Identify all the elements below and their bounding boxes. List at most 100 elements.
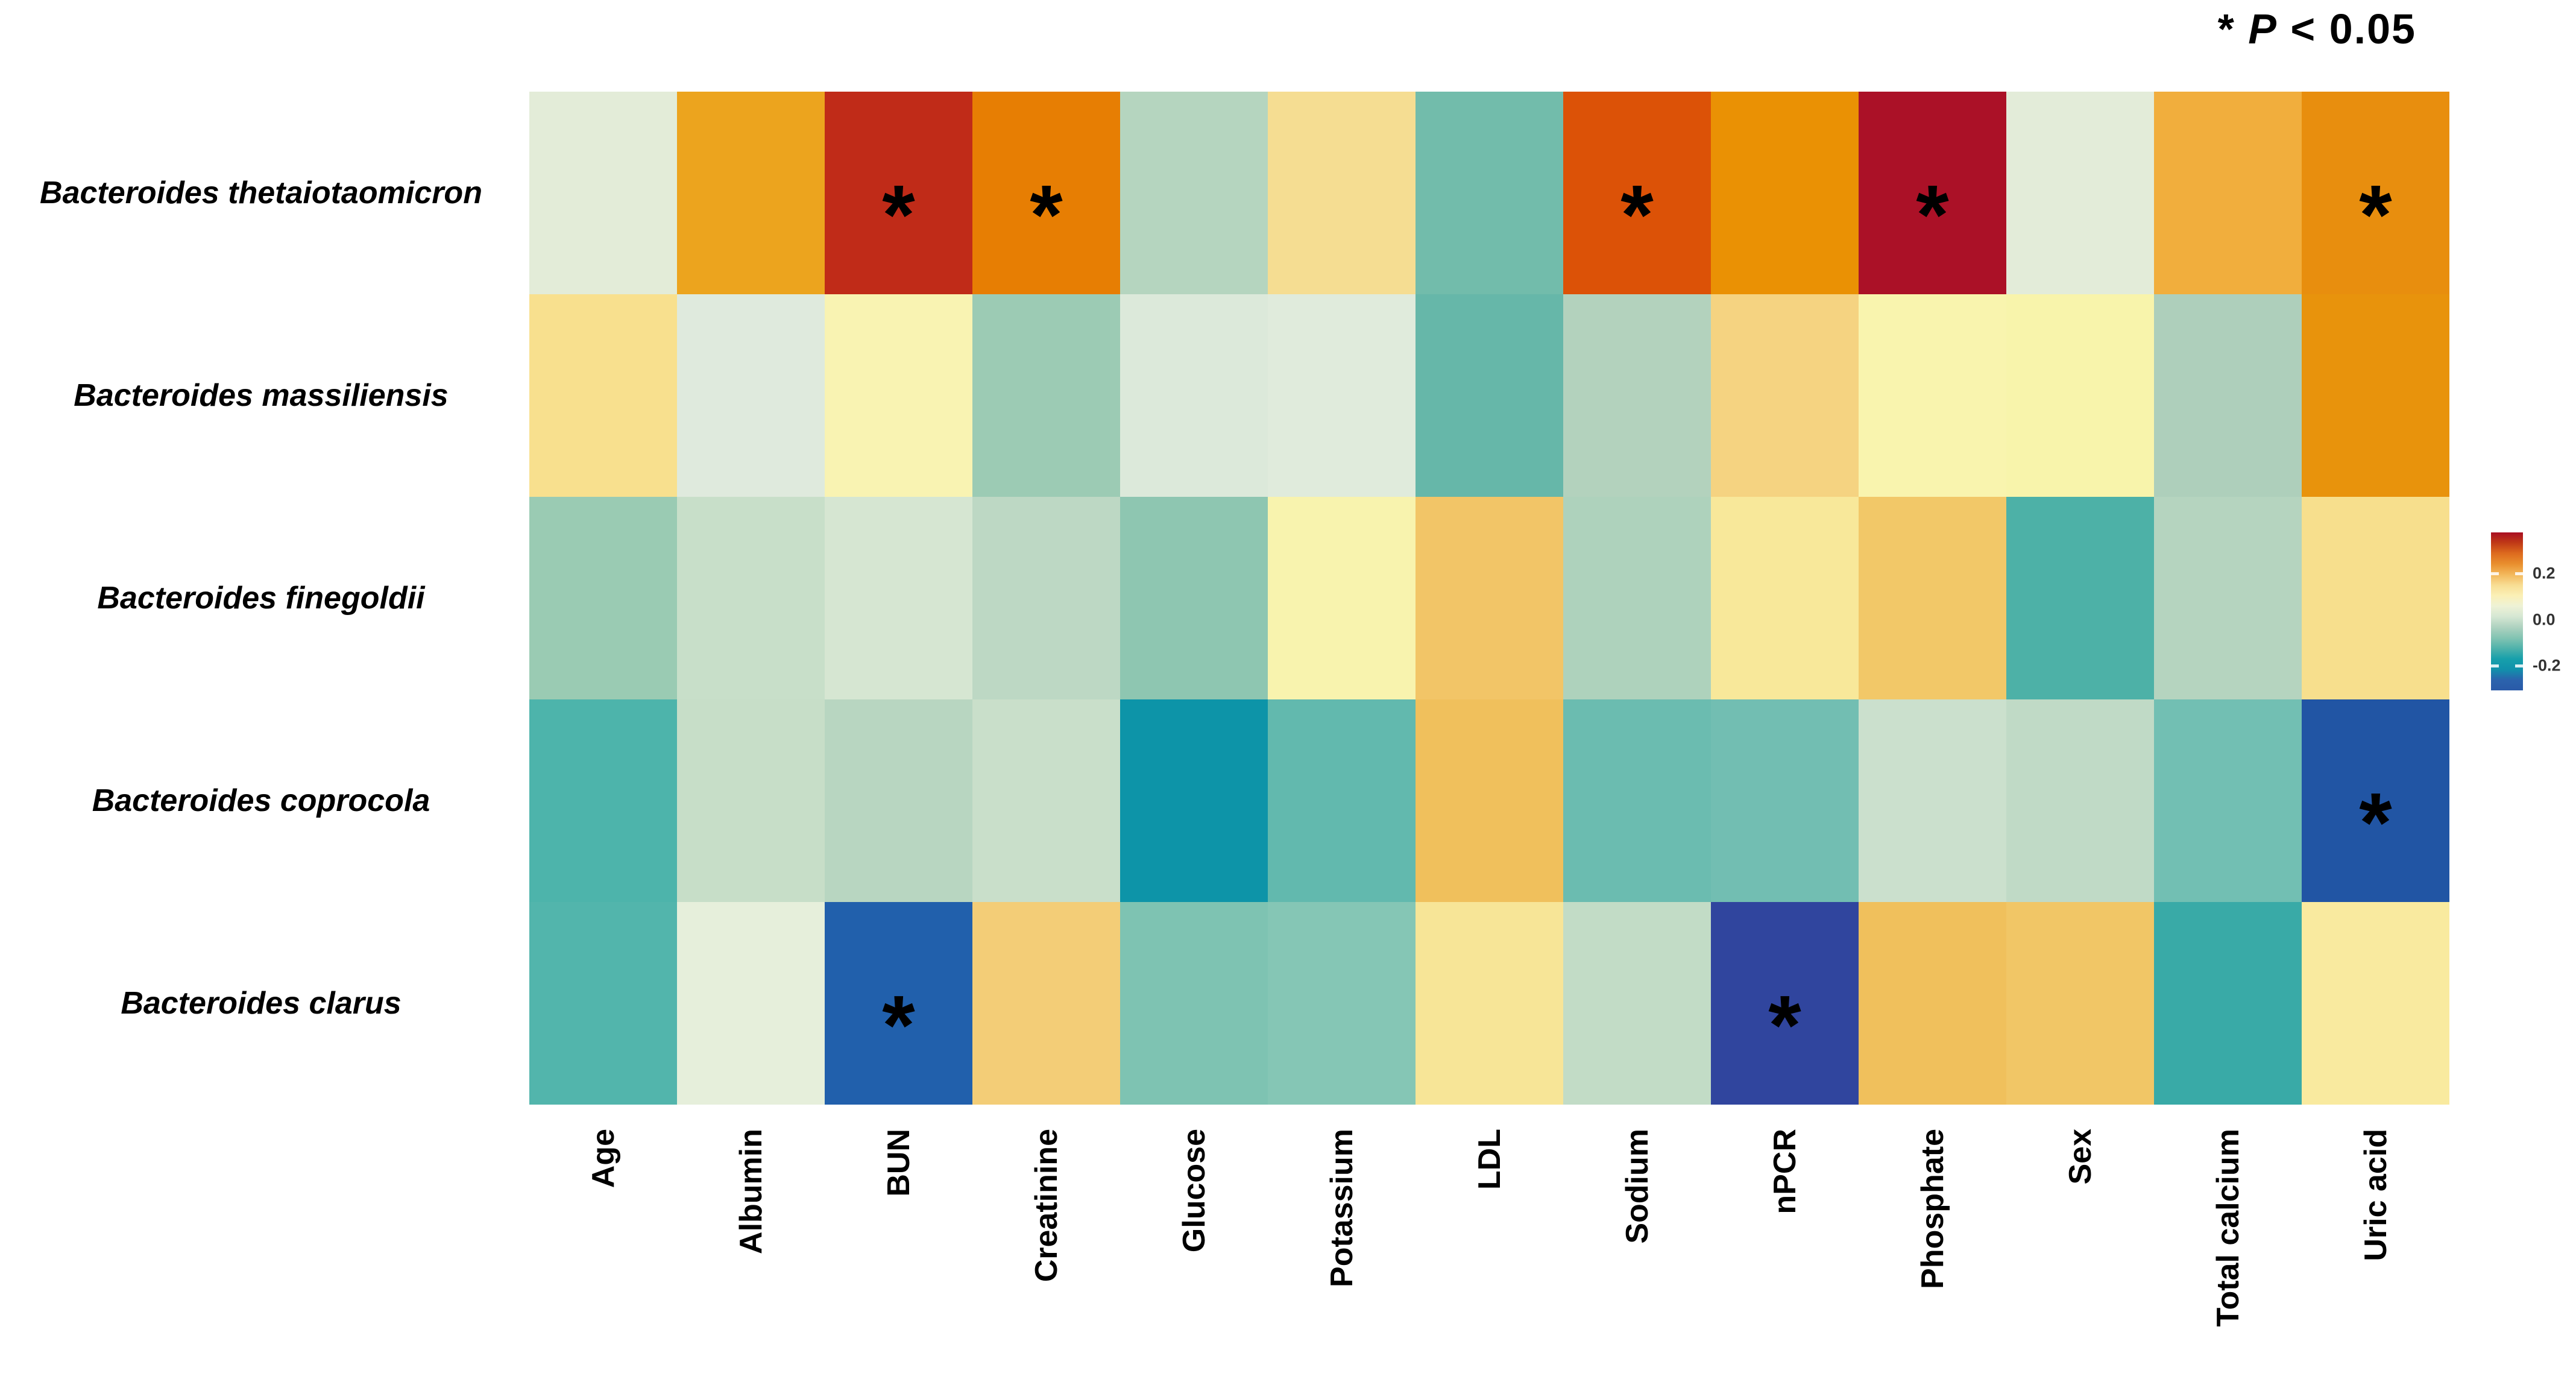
heatmap-cell — [1563, 294, 1711, 497]
heatmap-cell — [1120, 902, 1268, 1105]
heatmap-cell — [2154, 699, 2302, 902]
column-label: Total calcium — [2210, 1129, 2246, 1327]
heatmap-cell — [1120, 699, 1268, 902]
heatmap-cell — [2154, 902, 2302, 1105]
row-label: Bacteroides coprocola — [92, 783, 430, 818]
row-labels: Bacteroides thetaiotaomicron Bacteroides … — [0, 92, 522, 1105]
column-label-slot: Age — [529, 1129, 677, 1388]
significance-note: * P < 0.05 — [2218, 5, 2416, 53]
heatmap-cell: * — [825, 902, 972, 1105]
column-label-slot: nPCR — [1711, 1129, 1859, 1388]
heatmap-cell — [1268, 92, 1416, 294]
significance-asterisk: * — [2359, 775, 2392, 870]
heatmap-cell: * — [972, 92, 1120, 294]
column-label-slot: BUN — [825, 1129, 972, 1388]
heatmap-cell — [1416, 92, 1563, 294]
column-label: Glucose — [1176, 1129, 1212, 1253]
row-label: Bacteroides massiliensis — [74, 378, 449, 413]
heatmap-cell — [529, 92, 677, 294]
heatmap-cell — [677, 294, 825, 497]
heatmap-cell — [1859, 699, 2006, 902]
heatmap-cell — [1268, 699, 1416, 902]
column-label: Age — [585, 1129, 621, 1188]
heatmap-cell — [972, 902, 1120, 1105]
heatmap-cell: * — [1563, 92, 1711, 294]
significance-note-star: * — [2217, 5, 2235, 52]
heatmap-grid: * * * * * * * * — [529, 92, 2449, 1105]
heatmap-cell — [825, 497, 972, 699]
column-label-slot: Potassium — [1268, 1129, 1416, 1388]
column-label: nPCR — [1767, 1129, 1803, 1214]
colorbar-legend: 0.2 0.0 -0.2 — [2491, 532, 2576, 690]
heatmap-cell — [1416, 902, 1563, 1105]
column-label-slot: Uric acid — [2302, 1129, 2449, 1388]
heatmap-cell — [1120, 497, 1268, 699]
column-label: LDL — [1472, 1129, 1507, 1190]
column-label: BUN — [881, 1129, 916, 1197]
heatmap-cell — [2006, 497, 2154, 699]
heatmap-cell — [972, 699, 1120, 902]
heatmap-cell — [1859, 902, 2006, 1105]
column-label-slot: Total calcium — [2154, 1129, 2302, 1388]
column-label: Phosphate — [1915, 1129, 1950, 1289]
heatmap-cell — [529, 699, 677, 902]
heatmap-cell — [1416, 699, 1563, 902]
colorbar-tick-mark — [2515, 664, 2523, 668]
column-label-slot: Sodium — [1563, 1129, 1711, 1388]
significance-note-comparison: < 0.05 — [2290, 5, 2416, 52]
column-label-slot: Albumin — [677, 1129, 825, 1388]
colorbar-gradient — [2491, 532, 2523, 690]
colorbar-tick-label: -0.2 — [2533, 656, 2561, 675]
heatmap-cell — [1416, 294, 1563, 497]
column-label-slot: Glucose — [1120, 1129, 1268, 1388]
heatmap-cell — [2154, 294, 2302, 497]
heatmap-cell — [1120, 92, 1268, 294]
heatmap-cell — [1563, 902, 1711, 1105]
heatmap-cell — [2154, 92, 2302, 294]
heatmap-cell: * — [1711, 902, 1859, 1105]
heatmap-cell — [2006, 699, 2154, 902]
heatmap-cell — [1416, 497, 1563, 699]
heatmap-cell — [1268, 497, 1416, 699]
heatmap-cell: * — [1859, 92, 2006, 294]
column-label: Albumin — [733, 1129, 769, 1254]
heatmap-cell — [825, 699, 972, 902]
row-label: Bacteroides clarus — [121, 986, 402, 1021]
column-label: Creatinine — [1028, 1129, 1064, 1282]
colorbar-tick-mark — [2515, 572, 2523, 576]
heatmap-cell — [825, 294, 972, 497]
heatmap-cell — [2006, 902, 2154, 1105]
heatmap-cell — [529, 497, 677, 699]
heatmap-cell — [2302, 902, 2449, 1105]
column-label: Sodium — [1619, 1129, 1655, 1244]
heatmap-cell — [2154, 497, 2302, 699]
column-label: Sex — [2062, 1129, 2098, 1185]
heatmap-cell — [1859, 294, 2006, 497]
heatmap-cell — [529, 294, 677, 497]
heatmap-cell — [529, 902, 677, 1105]
significance-asterisk: * — [1030, 167, 1063, 262]
heatmap-cell — [1711, 294, 1859, 497]
significance-asterisk: * — [1768, 977, 1801, 1073]
heatmap-cell — [1711, 497, 1859, 699]
colorbar-tick-mark — [2491, 572, 2499, 576]
heatmap-cell — [2006, 294, 2154, 497]
heatmap-cell — [1859, 497, 2006, 699]
heatmap-cell — [1563, 699, 1711, 902]
colorbar-tick-label: 0.2 — [2533, 564, 2556, 582]
heatmap-cell: * — [825, 92, 972, 294]
heatmap-cell — [1268, 294, 1416, 497]
row-label: Bacteroides thetaiotaomicron — [40, 175, 482, 210]
significance-asterisk: * — [882, 977, 915, 1073]
significance-asterisk: * — [1620, 167, 1654, 262]
heatmap-cell — [972, 294, 1120, 497]
colorbar-tick-mark — [2491, 664, 2499, 668]
significance-asterisk: * — [2359, 167, 2392, 262]
heatmap-cell — [677, 902, 825, 1105]
heatmap-cell: * — [2302, 92, 2449, 294]
column-labels: Age Albumin BUN Creatinine Glucose Potassium L… — [529, 1129, 2449, 1388]
column-label: Uric acid — [2358, 1129, 2393, 1261]
heatmap-cell — [677, 699, 825, 902]
heatmap-cell — [2302, 497, 2449, 699]
